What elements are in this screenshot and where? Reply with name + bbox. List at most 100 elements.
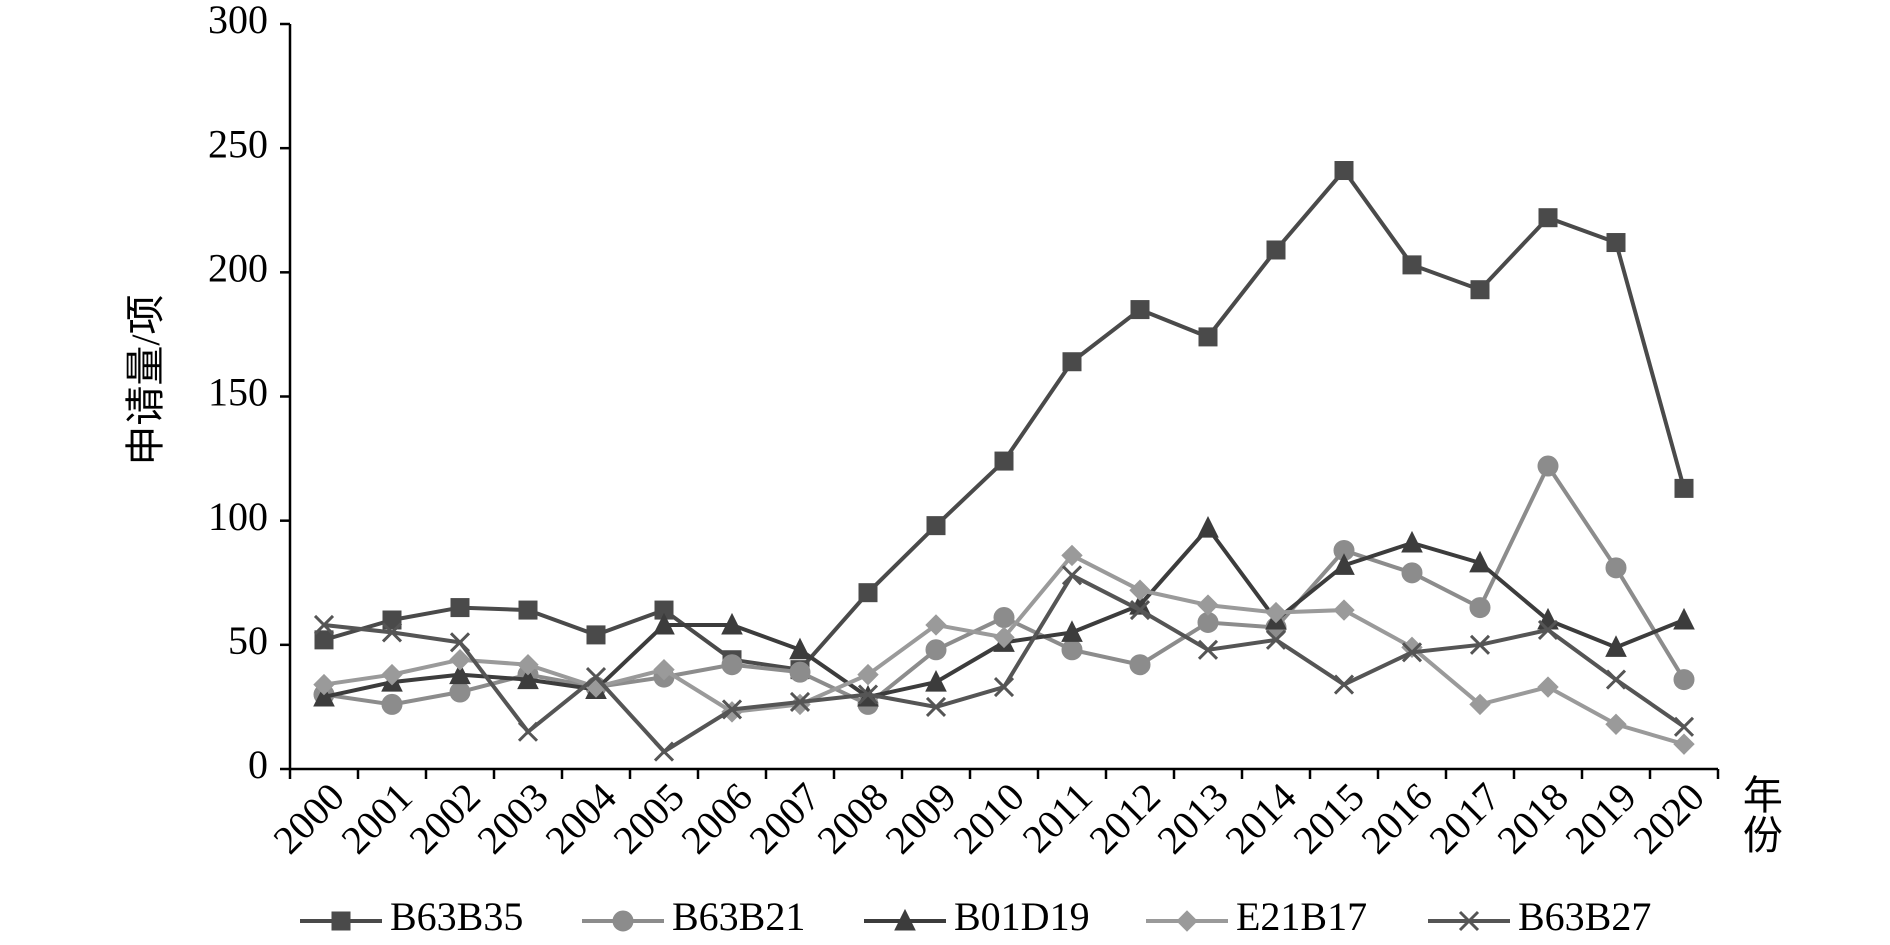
marker	[381, 622, 403, 643]
marker	[1537, 455, 1559, 477]
x-tick-label: 2004	[536, 774, 624, 862]
marker	[653, 741, 675, 762]
legend-label: B63B27	[1518, 894, 1651, 939]
marker	[1606, 233, 1626, 253]
marker	[449, 681, 471, 703]
marker	[1129, 579, 1151, 601]
marker	[382, 610, 402, 630]
marker	[1129, 654, 1151, 676]
marker	[586, 625, 606, 645]
marker	[449, 649, 471, 671]
marker	[1673, 716, 1695, 737]
x-tick-label: 2008	[808, 774, 896, 862]
x-tick-label: 2015	[1284, 774, 1372, 862]
marker	[313, 614, 335, 636]
marker	[1333, 553, 1355, 575]
marker	[381, 693, 403, 715]
marker	[1176, 910, 1198, 932]
x-tick-label: 2002	[400, 774, 488, 862]
marker	[925, 669, 947, 692]
marker	[1605, 557, 1627, 579]
marker	[1673, 733, 1695, 755]
marker	[1197, 639, 1219, 660]
marker	[1401, 530, 1423, 553]
marker	[653, 612, 675, 635]
y-tick-label: 0	[248, 742, 268, 787]
marker	[331, 911, 351, 931]
y-axis-label: 申请量/项	[123, 294, 168, 465]
marker	[993, 626, 1015, 649]
x-tick-label: 2000	[264, 774, 352, 862]
marker	[1605, 635, 1627, 657]
marker	[313, 673, 335, 696]
marker	[1401, 642, 1423, 663]
y-tick-label: 100	[208, 494, 268, 539]
marker	[1538, 208, 1558, 228]
marker	[857, 663, 879, 686]
legend-label: B01D19	[954, 894, 1090, 939]
marker	[1469, 634, 1491, 655]
x-tick-label: 2017	[1420, 774, 1508, 862]
marker	[1674, 478, 1694, 498]
marker	[926, 516, 946, 536]
x-tick-label: 2013	[1148, 774, 1236, 862]
marker	[925, 639, 947, 661]
marker	[1333, 674, 1355, 695]
marker	[1265, 629, 1287, 650]
marker	[1605, 669, 1627, 690]
marker	[517, 721, 539, 742]
x-tick-label: 2019	[1556, 774, 1644, 862]
y-tick-label: 300	[208, 0, 268, 42]
marker	[1470, 280, 1490, 300]
y-tick-label: 150	[208, 370, 268, 415]
marker	[1197, 594, 1219, 616]
marker	[449, 662, 471, 685]
x-axis-label: 年份	[1737, 774, 1782, 854]
x-tick-label: 2003	[468, 774, 556, 862]
marker	[1469, 693, 1491, 716]
marker	[1605, 713, 1627, 736]
marker	[994, 451, 1014, 471]
marker	[1198, 327, 1218, 347]
marker	[1062, 352, 1082, 372]
marker	[1402, 255, 1422, 275]
marker	[1061, 544, 1083, 567]
marker	[518, 600, 538, 620]
legend-label: B63B35	[390, 894, 523, 939]
marker	[1469, 550, 1491, 573]
marker	[925, 696, 947, 717]
marker	[1130, 300, 1150, 320]
marker	[585, 667, 607, 688]
marker	[381, 663, 403, 686]
marker	[517, 667, 539, 690]
marker	[1333, 599, 1355, 621]
x-tick-label: 2011	[1014, 774, 1101, 861]
x-tick-label: 2010	[944, 774, 1032, 862]
marker	[993, 676, 1015, 698]
marker	[1061, 639, 1083, 661]
marker	[721, 654, 743, 676]
marker	[1061, 620, 1083, 642]
marker	[789, 691, 811, 713]
marker	[1334, 161, 1354, 181]
marker	[721, 612, 743, 635]
marker	[1129, 600, 1151, 621]
x-tick-label: 2005	[604, 774, 692, 862]
marker	[314, 630, 334, 650]
x-tick-label: 2014	[1216, 774, 1304, 862]
marker	[789, 661, 811, 683]
legend-label: B63B21	[672, 894, 805, 939]
x-tick-label: 2009	[876, 774, 964, 862]
series-line	[323, 167, 1686, 672]
marker	[1061, 565, 1083, 586]
x-tick-label: 2007	[740, 774, 828, 862]
y-tick-label: 50	[228, 618, 268, 663]
marker	[1673, 669, 1695, 691]
marker	[858, 583, 878, 603]
y-tick-label: 200	[208, 246, 268, 291]
marker	[789, 637, 811, 660]
marker	[925, 614, 947, 636]
x-tick-label: 2006	[672, 774, 760, 862]
x-tick-label: 2001	[332, 774, 420, 862]
x-tick-label: 2016	[1352, 774, 1440, 862]
